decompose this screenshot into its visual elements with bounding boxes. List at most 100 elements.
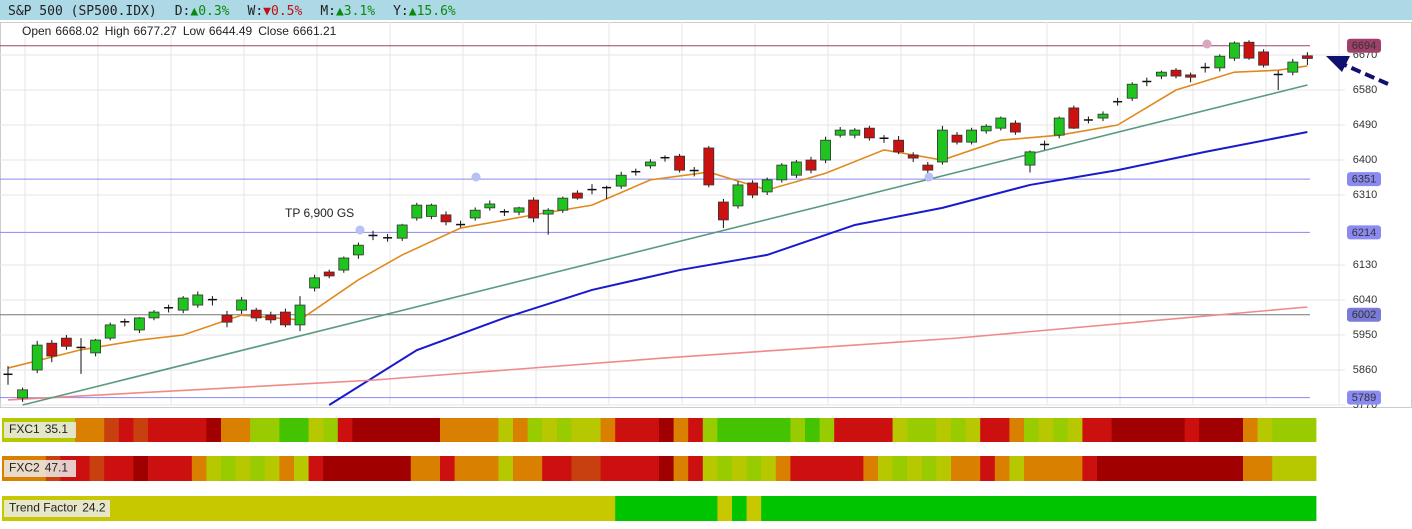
heat-cell bbox=[133, 418, 149, 442]
y-tick-label: 6310 bbox=[1353, 189, 1377, 201]
heat-cell bbox=[367, 456, 382, 481]
heat-cell bbox=[1126, 456, 1142, 481]
heat-cell bbox=[89, 418, 105, 442]
candle-body bbox=[352, 244, 364, 256]
heat-cell bbox=[951, 418, 966, 442]
indicator-label: FXC1 35.1 bbox=[9, 422, 68, 436]
candle-body bbox=[864, 127, 875, 139]
heat-cell bbox=[542, 418, 558, 442]
candle-body bbox=[309, 277, 321, 289]
heat-cell bbox=[279, 456, 295, 481]
heat-cell bbox=[600, 418, 616, 442]
level-box bbox=[1347, 390, 1381, 405]
heat-cell bbox=[1126, 418, 1142, 442]
heat-cell bbox=[162, 418, 178, 442]
heat-cell bbox=[615, 456, 631, 481]
heat-cell bbox=[1213, 418, 1229, 442]
heat-cell bbox=[498, 456, 514, 481]
heat-cell bbox=[483, 456, 499, 481]
ohlc-value: 6668.02 bbox=[55, 24, 99, 38]
indicator-line bbox=[22, 84, 1308, 406]
heat-cell bbox=[702, 496, 718, 521]
heat-cell bbox=[732, 418, 747, 442]
heat-cell bbox=[571, 418, 587, 442]
heat-cell bbox=[629, 496, 645, 521]
heat-cell bbox=[965, 418, 981, 442]
heat-cell bbox=[1272, 496, 1288, 521]
candle-body bbox=[1214, 55, 1226, 69]
heat-cell bbox=[1155, 496, 1171, 521]
indicator-label: FXC2 47.1 bbox=[9, 461, 68, 475]
heat-cell bbox=[586, 456, 601, 481]
heat-cell bbox=[381, 496, 397, 521]
candle-body bbox=[907, 154, 919, 159]
indicator-value: 47.1 bbox=[45, 461, 69, 475]
y-tick-label: 6580 bbox=[1353, 84, 1377, 96]
level-box bbox=[1347, 225, 1381, 240]
heat-cell bbox=[1038, 496, 1054, 521]
marker-dot bbox=[1202, 39, 1212, 49]
heat-cell bbox=[1199, 496, 1215, 521]
heat-cell bbox=[483, 496, 499, 521]
ohlc-text: Open 6668.02 High 6677.27 Low 6644.49 Close 666… bbox=[22, 24, 337, 38]
heat-cell bbox=[863, 496, 879, 521]
heat-cell bbox=[586, 496, 601, 521]
heat-cell bbox=[250, 456, 266, 481]
heat-cell bbox=[644, 418, 660, 442]
heat-cell bbox=[1170, 496, 1185, 521]
candle-body bbox=[718, 201, 729, 221]
candle-body bbox=[469, 209, 481, 219]
heat-cell bbox=[805, 456, 820, 481]
heat-cell bbox=[440, 496, 455, 521]
candle-body bbox=[761, 179, 773, 193]
candle-body bbox=[951, 134, 963, 143]
heat-cell bbox=[469, 456, 485, 481]
candle-body bbox=[1068, 107, 1080, 129]
heat-cell bbox=[673, 456, 689, 481]
ohlc-value: 6644.49 bbox=[209, 24, 253, 38]
heat-cell bbox=[1082, 456, 1098, 481]
heat-cell bbox=[1199, 418, 1215, 442]
candle-body bbox=[411, 204, 423, 219]
heat-cell bbox=[556, 496, 572, 521]
heat-cell bbox=[425, 456, 441, 481]
heat-cell bbox=[1140, 496, 1156, 521]
heat-cell bbox=[556, 456, 572, 481]
heat-cell bbox=[118, 418, 134, 442]
heat-cell bbox=[834, 418, 850, 442]
candle-body bbox=[893, 139, 904, 153]
heat-cell bbox=[264, 496, 280, 521]
heat-cell bbox=[1024, 456, 1039, 481]
heat-cell bbox=[600, 456, 616, 481]
heat-cell bbox=[1213, 496, 1229, 521]
heat-cell bbox=[191, 456, 207, 481]
heat-cell bbox=[133, 496, 149, 521]
heat-cell bbox=[440, 418, 455, 442]
heat-cell bbox=[294, 418, 309, 442]
heat-cell bbox=[235, 496, 251, 521]
indicator-label-box bbox=[4, 460, 76, 477]
ohlc-label: High bbox=[105, 24, 130, 38]
level-label: 6214 bbox=[1352, 227, 1376, 239]
heat-cell bbox=[1067, 456, 1083, 481]
heat-cell bbox=[878, 456, 893, 481]
heat-cell bbox=[556, 418, 572, 442]
level-label: 6002 bbox=[1352, 309, 1376, 321]
heat-cell bbox=[805, 496, 820, 521]
heat-cell bbox=[1301, 456, 1317, 481]
heat-cell bbox=[264, 456, 280, 481]
heat-cell bbox=[600, 496, 616, 521]
heat-cell bbox=[790, 456, 806, 481]
heat-cell bbox=[1228, 418, 1244, 442]
y-tick-label: 6400 bbox=[1353, 154, 1377, 166]
heat-cell bbox=[425, 496, 441, 521]
candle-body bbox=[1287, 61, 1299, 73]
heat-cell bbox=[104, 418, 120, 442]
heat-cell bbox=[1053, 496, 1069, 521]
change-label: M: bbox=[320, 4, 336, 19]
level-box bbox=[1347, 172, 1381, 187]
heat-cell bbox=[1126, 496, 1142, 521]
candle-body bbox=[31, 344, 43, 371]
candle-body bbox=[1185, 74, 1196, 78]
heat-cell bbox=[848, 418, 864, 442]
